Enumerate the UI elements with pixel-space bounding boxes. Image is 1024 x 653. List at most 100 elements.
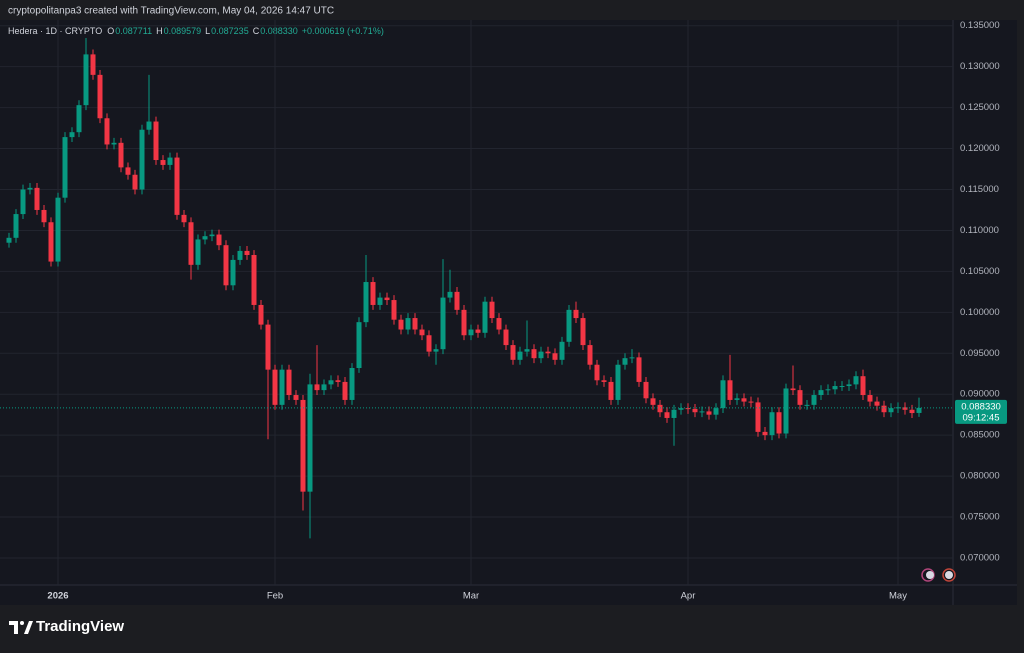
candle-body <box>6 237 12 243</box>
candle-body <box>363 282 369 323</box>
candle-body <box>811 395 817 405</box>
candle-body <box>706 411 712 415</box>
logo-mark <box>20 621 24 625</box>
y-tick-label: 0.135000 <box>960 20 1000 31</box>
candle-body <box>552 353 558 360</box>
candle-body <box>888 408 894 413</box>
legend-field-value: 0.087711 <box>115 26 152 36</box>
brand: TradingView <box>36 618 124 635</box>
event-icon-flag <box>926 571 934 579</box>
candle-body <box>902 407 908 410</box>
candle-body <box>629 357 635 359</box>
event-icons <box>921 568 956 582</box>
candle-body <box>160 160 166 165</box>
candle-body <box>132 174 138 190</box>
candle-body <box>195 239 201 265</box>
candle-body <box>188 222 194 265</box>
y-tick-label: 0.090000 <box>960 389 1000 400</box>
candle-body <box>846 384 852 387</box>
candle-body <box>265 324 271 370</box>
candle-body <box>601 380 607 382</box>
candle-body <box>517 351 523 360</box>
candle-body <box>909 409 915 414</box>
candle-body <box>566 309 572 342</box>
candle-body <box>713 408 719 415</box>
candle-body <box>279 369 285 405</box>
candle-body <box>125 167 131 175</box>
legend-field-label: O <box>107 26 114 36</box>
candle-body <box>104 118 110 145</box>
last-price-label: 0.088330 <box>961 401 1001 412</box>
candle-body <box>790 388 796 391</box>
candle-body <box>111 142 117 145</box>
candle-body <box>251 255 257 305</box>
candle-body <box>48 222 54 262</box>
candle-body <box>496 318 502 330</box>
candle-body <box>342 381 348 400</box>
candle-body <box>34 187 40 210</box>
candle-body <box>510 345 516 360</box>
candle-body <box>377 297 383 305</box>
candle-body <box>615 364 621 400</box>
candle-body <box>545 351 551 354</box>
legend-field-label: C <box>253 26 260 36</box>
x-tick-label: May <box>889 591 907 602</box>
candle-body <box>622 358 628 365</box>
candle-body <box>426 335 432 352</box>
candle-body <box>489 301 495 319</box>
x-tick-label: 2026 <box>47 591 68 602</box>
candle-body <box>272 369 278 405</box>
y-tick-label: 0.125000 <box>960 102 1000 113</box>
candle-body <box>167 157 173 165</box>
candle-body <box>20 189 26 215</box>
event-icon-flag <box>945 571 953 579</box>
candle-body <box>27 187 33 190</box>
candle-body <box>216 234 222 246</box>
candle-body <box>461 309 467 336</box>
candle-body <box>559 341 565 360</box>
candle-body <box>874 401 880 406</box>
candle-body <box>174 157 180 215</box>
plot <box>0 20 953 585</box>
credit: cryptopolitanpa3 created with TradingVie… <box>8 6 334 17</box>
candle-body <box>146 121 152 130</box>
y-tick-label: 0.100000 <box>960 307 1000 318</box>
candle-body <box>657 404 663 413</box>
candle-body <box>405 318 411 330</box>
x-tick-label: Apr <box>681 591 696 602</box>
logo-mark <box>9 621 18 634</box>
candle-body <box>734 398 740 400</box>
candle-body <box>608 381 614 400</box>
candle-body <box>419 329 425 336</box>
x-tick-label: Mar <box>463 591 479 602</box>
candle-body <box>62 137 68 198</box>
candle-body <box>895 407 901 409</box>
candle-body <box>118 142 124 168</box>
candle-body <box>202 236 208 240</box>
candle-body <box>468 329 474 336</box>
candle-body <box>181 214 187 223</box>
candle-body <box>797 390 803 405</box>
candle-body <box>671 409 677 418</box>
last-price-tag <box>955 399 1007 424</box>
y-tick-label: 0.070000 <box>960 552 1000 563</box>
candle-body <box>41 209 47 223</box>
candle-body <box>13 214 19 238</box>
y-tick-label: 0.120000 <box>960 143 1000 154</box>
candle-body <box>692 408 698 413</box>
candle-body <box>594 364 600 381</box>
candle-body <box>860 376 866 396</box>
candle-body <box>783 388 789 434</box>
candle-body <box>328 380 334 385</box>
candle-body <box>412 318 418 330</box>
candle-body <box>531 349 537 359</box>
candle-body <box>153 121 159 161</box>
candle-body <box>244 250 250 256</box>
candle-body <box>881 405 887 413</box>
candle-body <box>300 399 306 492</box>
candle-body <box>258 304 264 325</box>
candle-body <box>720 380 726 409</box>
y-tick-label: 0.085000 <box>960 430 1000 441</box>
